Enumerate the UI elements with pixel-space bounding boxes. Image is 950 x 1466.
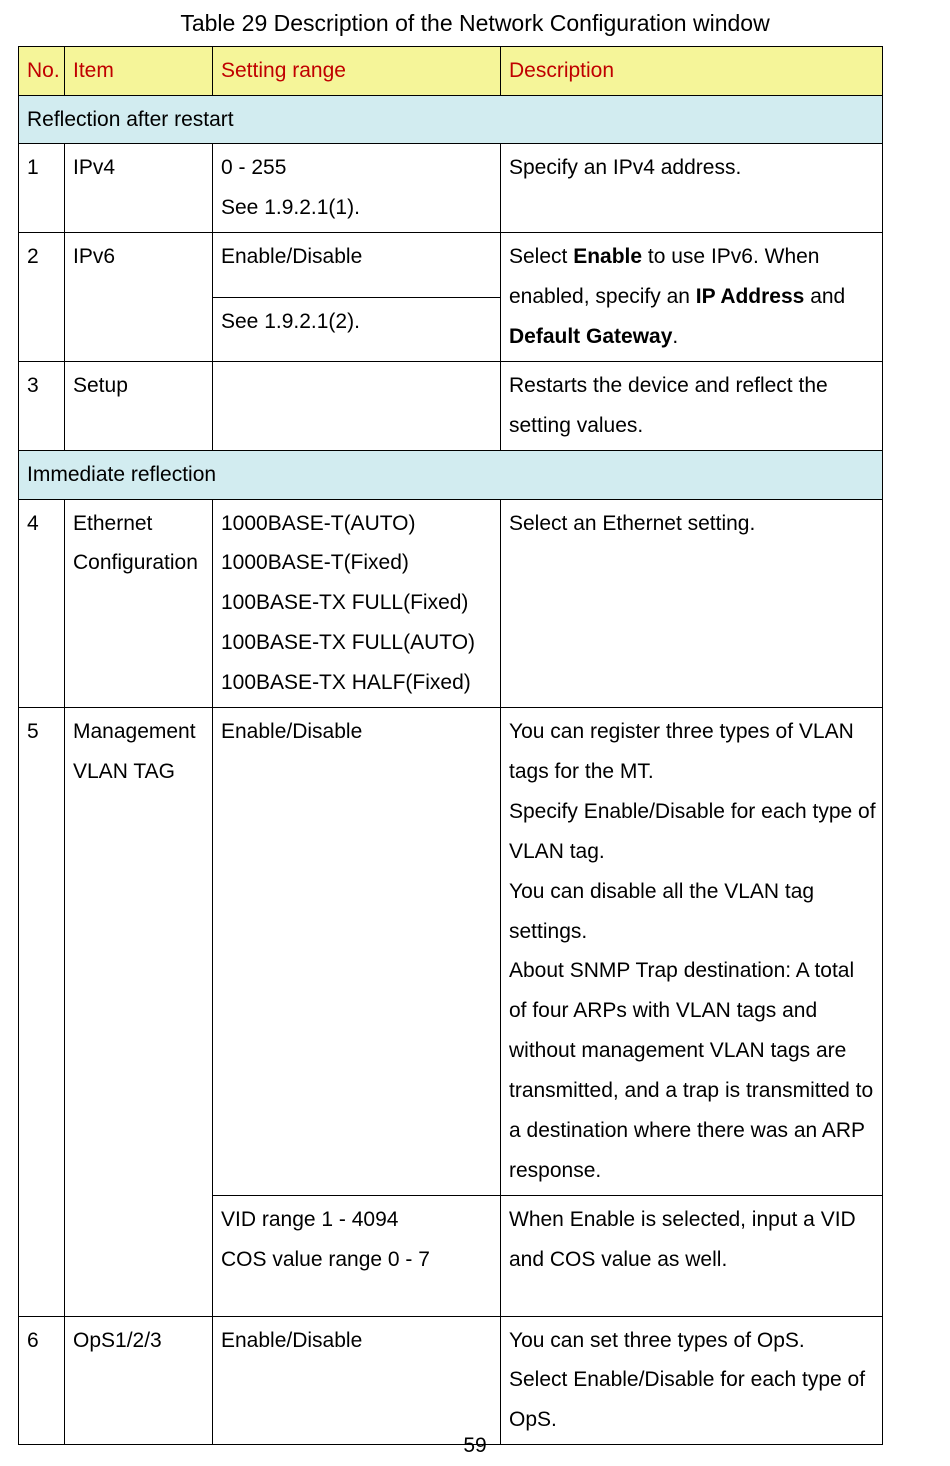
desc-text: and [804, 285, 845, 308]
range-line: 1000BASE-T(AUTO) [221, 504, 494, 544]
cell-no: 1 [19, 144, 65, 233]
cell-desc: Select Enable to use IPv6. When enabled,… [501, 233, 883, 362]
cell-range: See 1.9.2.1(2). [213, 297, 501, 361]
cell-no: 3 [19, 361, 65, 450]
desc-line: Specify Enable/Disable for each type of … [509, 792, 876, 872]
cell-no: 2 [19, 233, 65, 362]
col-range: Setting range [213, 46, 501, 95]
desc-bold: Enable [573, 245, 642, 268]
cell-range: Enable/Disable [213, 233, 501, 297]
section-label: Reflection after restart [19, 95, 883, 144]
range-line: 1000BASE-T(Fixed) [221, 543, 494, 583]
range-line: 100BASE-TX FULL(Fixed) [221, 583, 494, 623]
col-no: No. [19, 46, 65, 95]
cell-range: VID range 1 - 4094 COS value range 0 - 7 [213, 1195, 501, 1316]
cell-desc: When Enable is selected, input a VID and… [501, 1195, 883, 1316]
desc-line: About SNMP Trap destination: A total of … [509, 951, 876, 1190]
cell-desc: Restarts the device and reflect the sett… [501, 361, 883, 450]
cell-desc: Select an Ethernet setting. [501, 499, 883, 707]
range-line: See 1.9.2.1(1). [221, 188, 494, 228]
range-line: VID range 1 - 4094 [221, 1200, 494, 1240]
desc-line: You can register three types of VLAN tag… [509, 712, 876, 792]
col-desc: Description [501, 46, 883, 95]
table-row: 2 IPv6 Enable/Disable Select Enable to u… [19, 233, 883, 297]
section-row: Reflection after restart [19, 95, 883, 144]
section-row: Immediate reflection [19, 450, 883, 499]
table-header-row: No. Item Setting range Description [19, 46, 883, 95]
cell-range [213, 361, 501, 450]
cell-desc: Specify an IPv4 address. [501, 144, 883, 233]
desc-bold: Default Gateway [509, 325, 672, 348]
desc-text: . [672, 325, 678, 348]
range-line: 100BASE-TX FULL(AUTO) [221, 623, 494, 663]
table-row: 5 Management VLAN TAG Enable/Disable You… [19, 708, 883, 1196]
col-item: Item [65, 46, 213, 95]
desc-line: You can set three types of OpS. [509, 1321, 876, 1361]
cell-item: Management VLAN TAG [65, 708, 213, 1316]
cell-no: 5 [19, 708, 65, 1316]
config-table: No. Item Setting range Description Refle… [18, 46, 883, 1446]
table-row: 3 Setup Restarts the device and reflect … [19, 361, 883, 450]
table-caption: Table 29 Description of the Network Conf… [0, 2, 950, 46]
range-line: 0 - 255 [221, 148, 494, 188]
cell-item: IPv4 [65, 144, 213, 233]
cell-desc: You can register three types of VLAN tag… [501, 708, 883, 1196]
cell-no: 4 [19, 499, 65, 707]
range-line: 100BASE-TX HALF(Fixed) [221, 663, 494, 703]
table-row: 1 IPv4 0 - 255 See 1.9.2.1(1). Specify a… [19, 144, 883, 233]
desc-bold: IP Address [696, 285, 805, 308]
cell-range: 0 - 255 See 1.9.2.1(1). [213, 144, 501, 233]
cell-item: IPv6 [65, 233, 213, 362]
table-row: 4 Ethernet Configuration 1000BASE-T(AUTO… [19, 499, 883, 707]
range-line: COS value range 0 - 7 [221, 1240, 494, 1280]
cell-range: 1000BASE-T(AUTO) 1000BASE-T(Fixed) 100BA… [213, 499, 501, 707]
desc-text: Select [509, 245, 573, 268]
cell-item: Ethernet Configuration [65, 499, 213, 707]
page-number: 59 [0, 1426, 950, 1466]
desc-line: You can disable all the VLAN tag setting… [509, 872, 876, 952]
section-label: Immediate reflection [19, 450, 883, 499]
cell-range: Enable/Disable [213, 708, 501, 1196]
cell-item: Setup [65, 361, 213, 450]
